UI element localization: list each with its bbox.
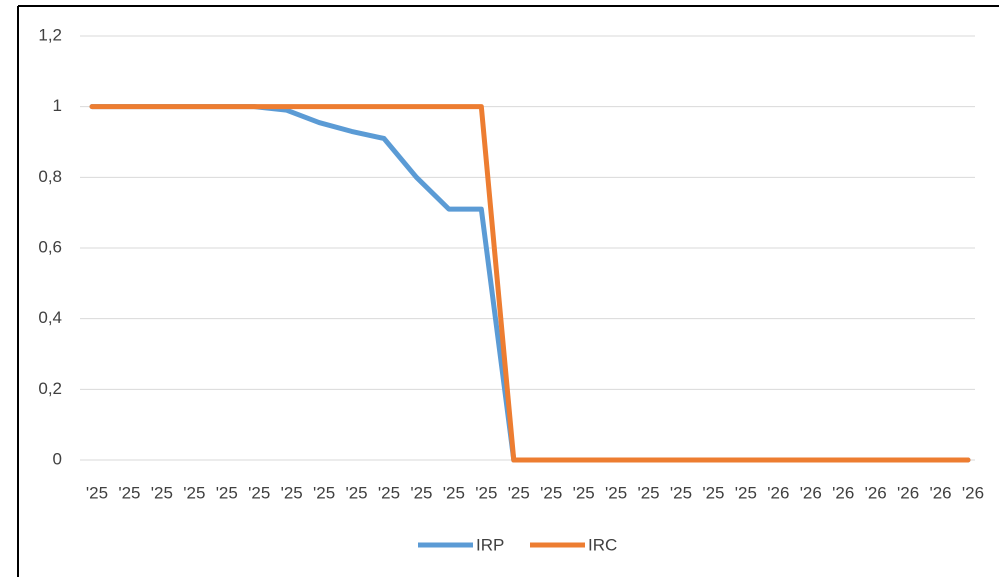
- x-tick-label: '25: [443, 483, 465, 502]
- y-tick-label: 0: [53, 449, 62, 468]
- x-tick-label: '25: [183, 483, 205, 502]
- x-tick-label: '25: [573, 483, 595, 502]
- x-tick-label: '25: [735, 483, 757, 502]
- y-tick-label: 1: [53, 96, 62, 115]
- x-tick-label: '26: [800, 483, 822, 502]
- x-tick-label: '25: [248, 483, 270, 502]
- y-tick-label: 0,4: [38, 308, 62, 327]
- x-tick-label: '25: [151, 483, 173, 502]
- x-tick-label: '25: [118, 483, 140, 502]
- y-tick-label: 0,2: [38, 379, 62, 398]
- chart: 0 0,2 0,4 0,6 0,8 1 1,2 '25 '25 '25 '25 '25 '25 '25 '2…: [0, 0, 999, 577]
- x-tick-label: '25: [637, 483, 659, 502]
- x-tick-label: '25: [216, 483, 238, 502]
- legend-label: IRP: [476, 535, 504, 554]
- x-tick-label: '25: [702, 483, 724, 502]
- x-tick-label: '25: [313, 483, 335, 502]
- x-tick-label: '25: [670, 483, 692, 502]
- x-tick-label: '25: [345, 483, 367, 502]
- x-tick-label: '25: [281, 483, 303, 502]
- x-tick-label: '25: [508, 483, 530, 502]
- x-tick-label: '25: [410, 483, 432, 502]
- y-tick-label: 0,6: [38, 237, 62, 256]
- x-tick-label: '25: [378, 483, 400, 502]
- legend-label: IRC: [588, 535, 617, 554]
- x-tick-label: '26: [929, 483, 951, 502]
- x-tick-label: '26: [767, 483, 789, 502]
- x-tick-label: '26: [832, 483, 854, 502]
- x-tick-label: '25: [540, 483, 562, 502]
- x-tick-label: '25: [475, 483, 497, 502]
- x-tick-label: '25: [86, 483, 108, 502]
- x-tick-label: '26: [897, 483, 919, 502]
- x-tick-label: '25: [605, 483, 627, 502]
- y-tick-label: 1,2: [38, 25, 62, 44]
- x-tick-label: '26: [865, 483, 887, 502]
- y-tick-label: 0,8: [38, 167, 62, 186]
- x-tick-label: '26: [962, 483, 984, 502]
